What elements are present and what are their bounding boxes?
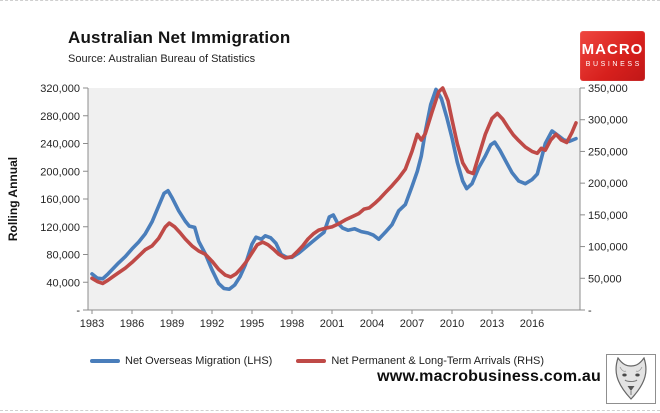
x-axis-tick-label: 2010 <box>440 318 464 330</box>
x-axis-tick-label: 2013 <box>480 318 504 330</box>
x-axis-tick-label: 2001 <box>320 318 344 330</box>
legend-item-net-overseas-migration: Net Overseas Migration (LHS) <box>90 355 272 367</box>
legend-item-net-permanent-arrivals: Net Permanent & Long-Term Arrivals (RHS) <box>296 355 544 367</box>
x-axis-tick-label: 1998 <box>280 318 304 330</box>
legend-label: Net Overseas Migration (LHS) <box>125 355 273 367</box>
left-axis-tick-label: - <box>76 305 80 317</box>
x-axis-tick-label: 1989 <box>160 318 184 330</box>
macrobusiness-logo: MACRO BUSINESS <box>580 31 645 81</box>
website-link[interactable]: www.macrobusiness.com.au <box>377 368 601 385</box>
logo-text-business: BUSINESS <box>585 61 642 68</box>
series-line-net-permanent-long-term-arrivals <box>90 86 578 286</box>
x-axis-tick-label: 2007 <box>400 318 424 330</box>
left-axis-tick-label: 280,000 <box>40 111 80 123</box>
left-axis-tick-label: 160,000 <box>40 194 80 206</box>
blue-line-swatch <box>90 359 120 363</box>
x-axis-tick-label: 1992 <box>200 318 224 330</box>
bottom-dashed-divider <box>0 410 660 411</box>
right-axis-tick-label: 50,000 <box>588 273 622 285</box>
top-dashed-divider <box>0 0 660 1</box>
right-axis-tick-label: - <box>588 305 592 317</box>
left-axis-tick-label: 320,000 <box>40 83 80 95</box>
left-axis-tick-label: 240,000 <box>40 139 80 151</box>
x-axis-tick-label: 1995 <box>240 318 264 330</box>
right-axis-tick-label: 300,000 <box>588 115 628 127</box>
x-axis-tick-label: 2016 <box>520 318 544 330</box>
x-axis-tick-label: 1986 <box>120 318 144 330</box>
wolf-head-icon <box>615 357 647 400</box>
chart-source: Source: Australian Bureau of Statistics <box>68 53 256 65</box>
left-axis-tick-label: 80,000 <box>46 250 80 262</box>
right-axis-tick-label: 150,000 <box>588 210 628 222</box>
right-axis-tick-label: 350,000 <box>588 83 628 95</box>
left-axis-tick-label: 40,000 <box>46 277 80 289</box>
legend-label: Net Permanent & Long-Term Arrivals (RHS) <box>331 355 545 367</box>
left-axis-tick-label: 120,000 <box>40 222 80 234</box>
x-axis-tick-label: 2004 <box>360 318 384 330</box>
right-axis-tick-label: 100,000 <box>588 242 628 254</box>
series-line-net-overseas-migration <box>90 87 578 291</box>
red-line-swatch <box>296 359 327 363</box>
right-axis-tick-label: 250,000 <box>588 146 628 158</box>
wolf-logo-box <box>606 354 656 404</box>
logo-text-macro: MACRO <box>581 41 644 58</box>
right-axis-tick-label: 200,000 <box>588 178 628 190</box>
x-axis-tick-label: 1983 <box>80 318 104 330</box>
chart-legend: Net Overseas Migration (LHS) Net Permane… <box>90 355 544 367</box>
chart-title: Australian Net Immigration <box>68 28 291 47</box>
left-axis-tick-label: 200,000 <box>40 166 80 178</box>
chart-panel <box>88 88 580 310</box>
